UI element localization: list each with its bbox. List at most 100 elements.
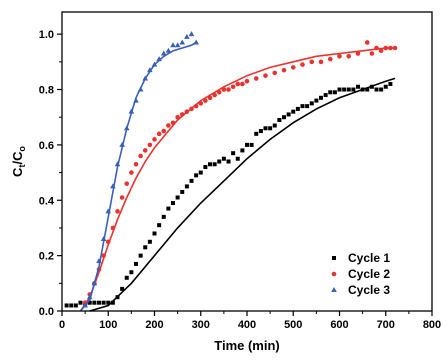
point-cycle-1	[208, 162, 212, 167]
point-cycle-3	[142, 75, 149, 81]
point-cycle-2	[337, 53, 342, 59]
point-cycle-2	[110, 225, 116, 231]
x-tick-label: 500	[284, 319, 302, 331]
point-cycle-3	[105, 208, 112, 214]
point-cycle-1	[143, 245, 148, 250]
plot-area	[64, 31, 398, 312]
point-cycle-1	[161, 214, 166, 219]
point-cycle-2	[203, 98, 208, 103]
point-cycle-1	[78, 300, 83, 305]
point-cycle-1	[360, 87, 365, 92]
legend-marker-cycle-1	[332, 256, 336, 260]
point-cycle-1	[235, 156, 240, 161]
y-tick-label: 0.8	[39, 85, 54, 97]
point-cycle-2	[212, 92, 217, 98]
x-tick-label: 200	[145, 319, 163, 331]
point-cycle-1	[120, 286, 125, 291]
point-cycle-1	[124, 275, 129, 280]
point-cycle-3	[174, 42, 181, 48]
point-cycle-1	[314, 98, 319, 103]
point-cycle-2	[369, 51, 375, 56]
point-cycle-1	[346, 87, 351, 92]
point-cycle-1	[245, 142, 249, 147]
y-axis-title: Ct/Co	[10, 146, 27, 177]
point-cycle-1	[249, 142, 254, 147]
point-cycle-1	[110, 300, 115, 305]
point-cycle-2	[184, 109, 190, 114]
point-cycle-2	[138, 153, 143, 159]
point-cycle-1	[323, 93, 328, 98]
point-cycle-1	[240, 148, 245, 153]
point-cycle-2	[193, 103, 199, 109]
point-cycle-2	[355, 51, 361, 56]
point-cycle-1	[319, 95, 323, 100]
point-cycle-3	[110, 183, 116, 189]
point-cycle-2	[388, 45, 393, 51]
point-cycle-2	[318, 59, 324, 65]
x-axis-title: Time (min)	[214, 338, 280, 353]
point-cycle-2	[170, 120, 176, 126]
point-cycle-2	[392, 45, 398, 51]
point-cycle-3	[156, 56, 162, 62]
point-cycle-1	[369, 84, 374, 89]
point-cycle-1	[388, 81, 393, 86]
point-cycle-2	[166, 123, 171, 128]
x-tick-label: 600	[330, 319, 348, 331]
point-cycle-1	[231, 151, 236, 156]
point-cycle-1	[379, 87, 384, 92]
point-cycle-3	[119, 141, 125, 147]
point-cycle-2	[253, 76, 259, 81]
point-cycle-1	[147, 239, 152, 244]
point-cycle-1	[332, 90, 337, 95]
point-cycle-2	[189, 106, 194, 112]
point-cycle-2	[290, 65, 296, 70]
legend: Cycle 1 Cycle 2 Cycle 3	[331, 251, 390, 297]
point-cycle-2	[327, 56, 333, 62]
point-cycle-1	[263, 126, 268, 131]
point-cycle-1	[175, 195, 180, 200]
point-cycle-1	[365, 87, 370, 92]
fit-line-cycle-1	[89, 77, 396, 312]
point-cycle-3	[170, 42, 176, 48]
point-cycle-2	[221, 87, 227, 92]
point-cycle-3	[179, 39, 186, 45]
point-cycle-2	[119, 195, 125, 200]
legend-label-cycle-1: Cycle 1	[348, 251, 390, 265]
y-tick-label: 1.0	[39, 29, 54, 41]
point-cycle-2	[378, 48, 384, 54]
point-cycle-1	[291, 109, 296, 114]
point-cycle-1	[106, 300, 111, 305]
point-cycle-2	[175, 114, 180, 120]
point-cycle-1	[337, 87, 342, 92]
legend-label-cycle-3: Cycle 3	[348, 283, 390, 297]
point-cycle-2	[152, 137, 157, 142]
point-cycle-1	[152, 231, 157, 236]
point-cycle-1	[64, 303, 69, 308]
y-tick-label: 0.4	[39, 195, 55, 207]
point-cycle-3	[151, 61, 158, 67]
axes: 0 100 200 300 400 500 600 700 800 0.0 0.2 0.4 0.6 0.8…	[39, 11, 441, 331]
point-cycle-1	[69, 303, 74, 308]
point-cycle-2	[216, 89, 222, 95]
legend-item-cycle-1: Cycle 1	[332, 251, 390, 265]
point-cycle-1	[221, 156, 226, 161]
point-cycle-3	[114, 161, 121, 167]
point-cycle-1	[226, 159, 231, 164]
x-tick-label: 800	[423, 319, 441, 331]
legend-label-cycle-2: Cycle 2	[348, 267, 390, 281]
point-cycle-2	[179, 112, 185, 117]
point-cycle-2	[133, 161, 139, 167]
point-cycle-1	[351, 87, 356, 92]
point-cycle-2	[147, 142, 153, 148]
point-cycle-1	[198, 170, 203, 175]
point-cycle-3	[188, 31, 195, 37]
point-cycle-1	[129, 270, 134, 275]
point-cycle-1	[157, 223, 162, 228]
point-cycle-2	[244, 78, 250, 84]
legend-marker-cycle-2	[331, 271, 337, 277]
point-cycle-2	[263, 73, 268, 78]
series-cycle-1	[64, 77, 396, 312]
point-cycle-3	[128, 108, 135, 114]
point-cycle-1	[286, 112, 291, 117]
point-cycle-3	[160, 50, 167, 56]
